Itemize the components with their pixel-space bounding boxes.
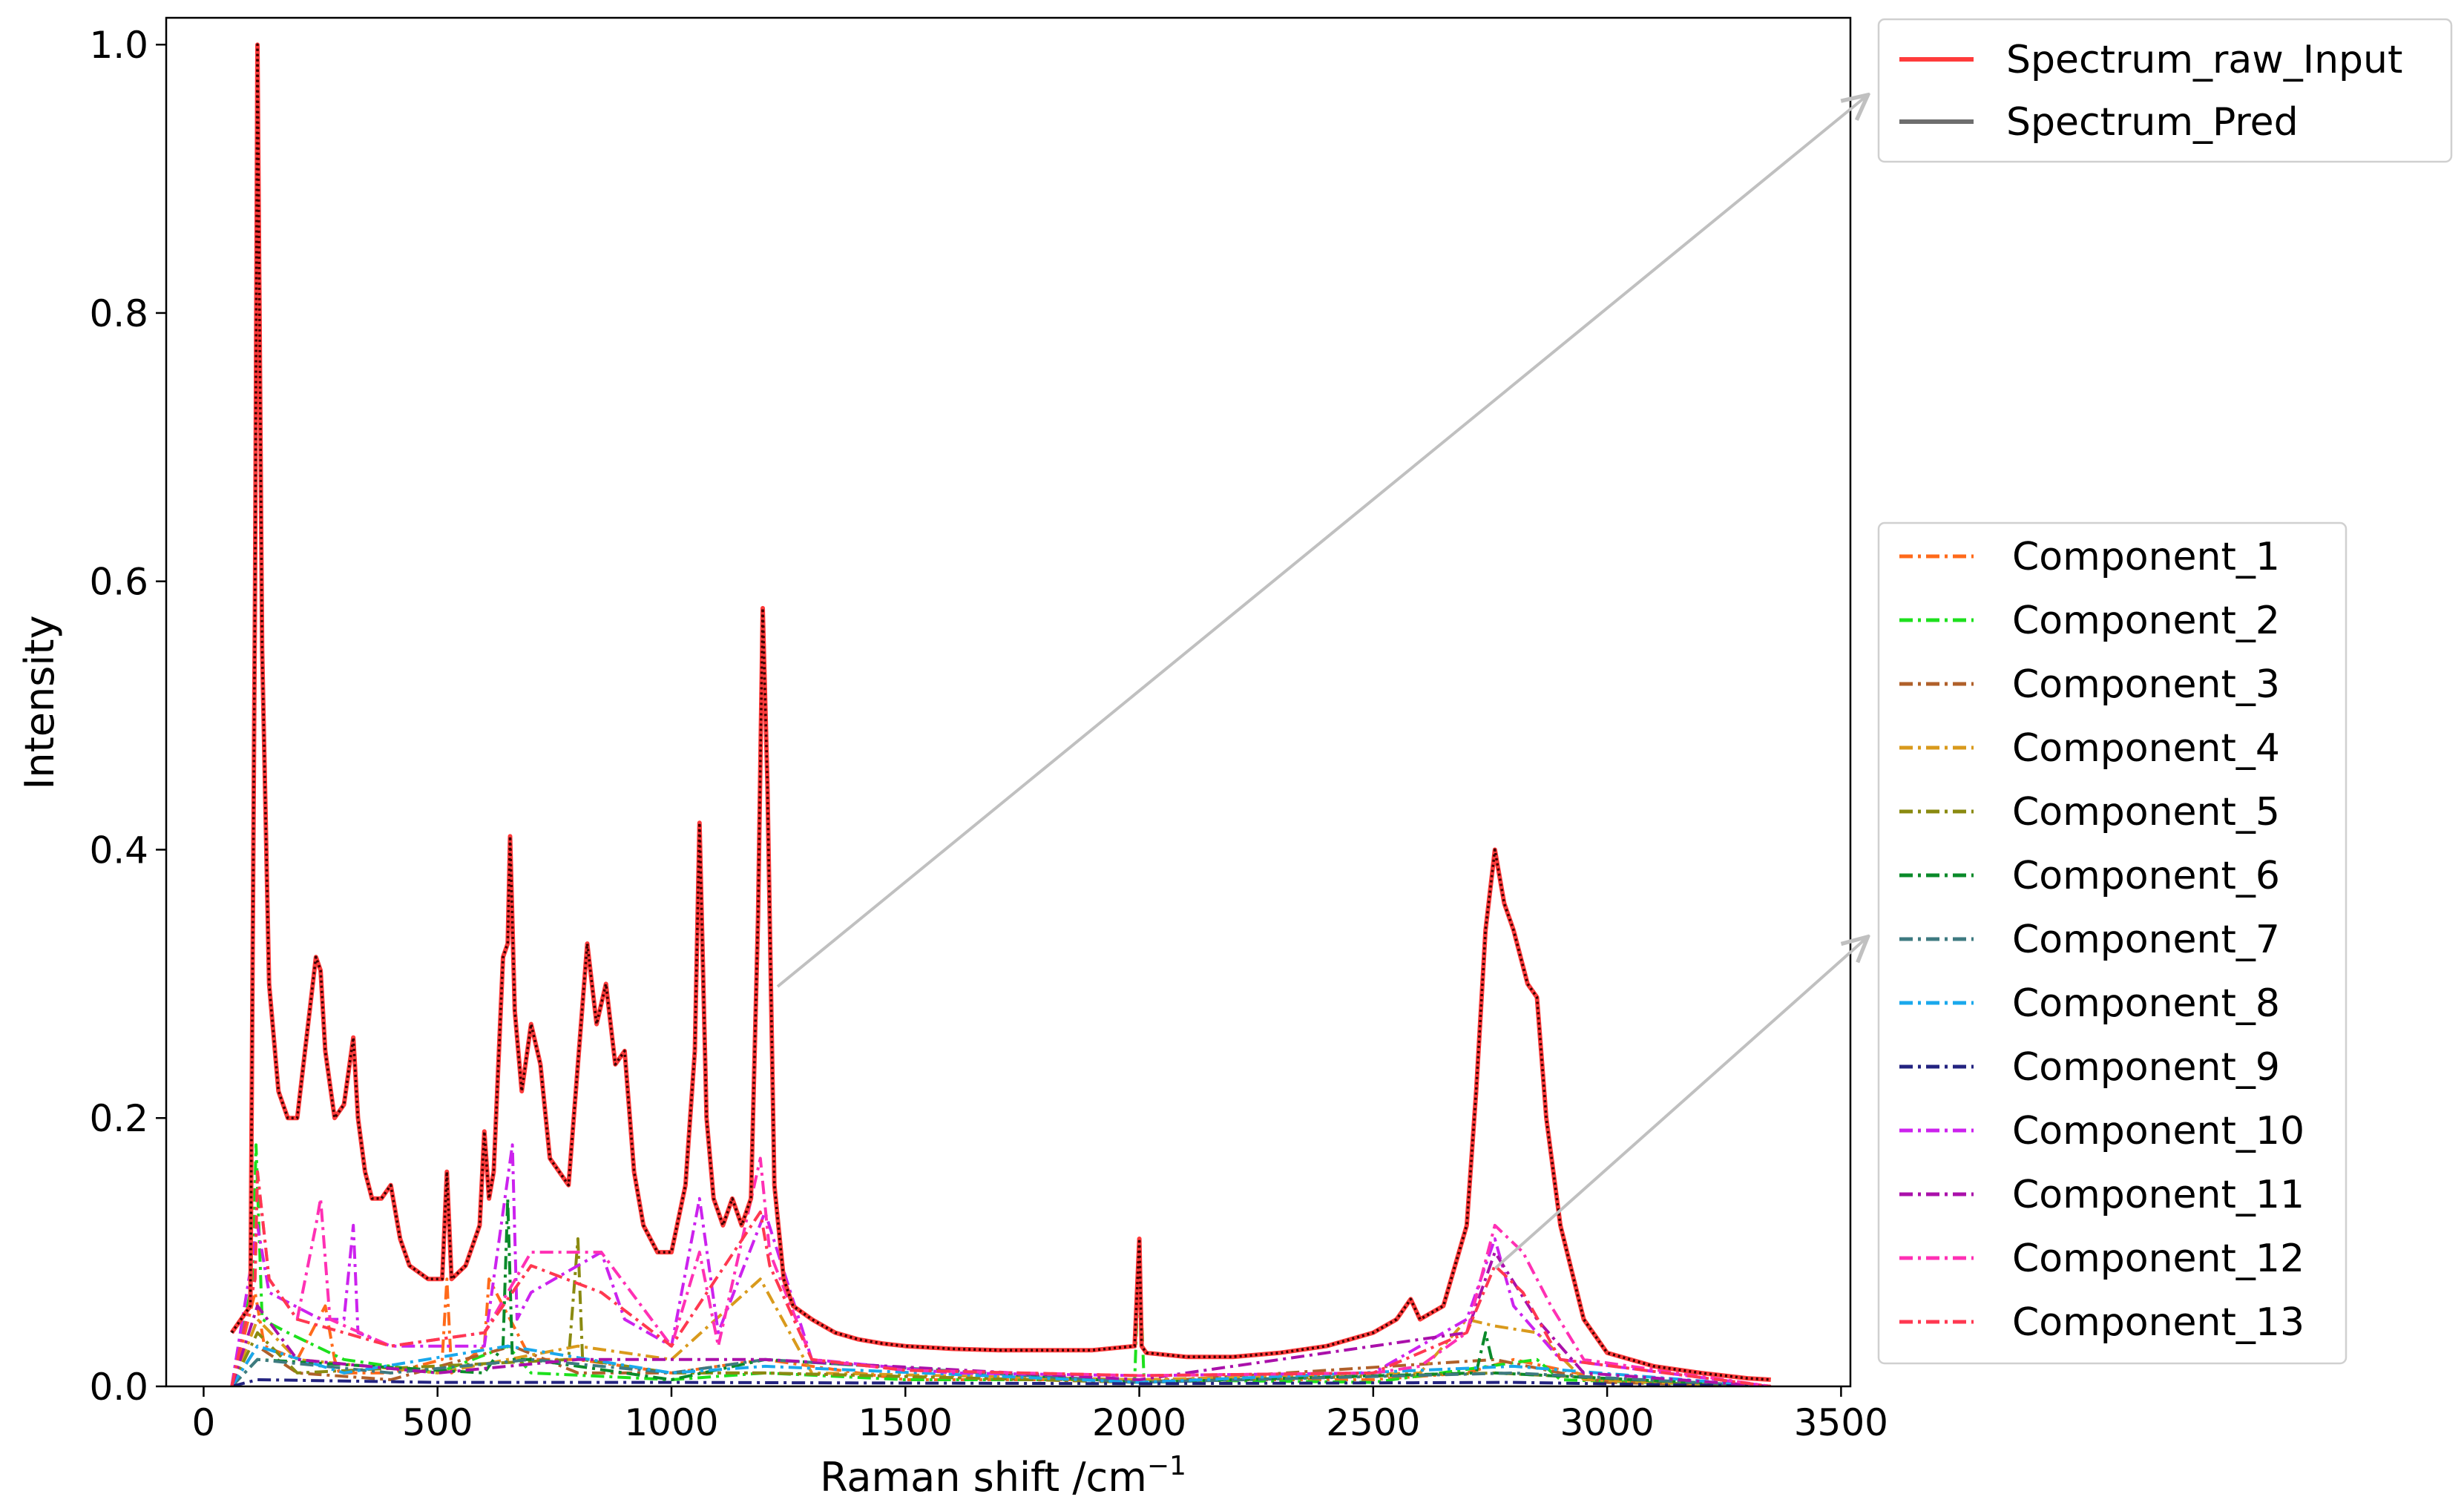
series-spectrum-pred [230, 43, 1771, 1381]
legend-label: Component_6 [2012, 854, 2280, 898]
legend-label: Component_7 [2012, 918, 2280, 962]
series-layer [229, 42, 1772, 1386]
y-tick-label: 0.2 [89, 1097, 148, 1140]
y-axis: 0.0 0.2 0.4 0.6 0.8 1.0 [89, 24, 166, 1409]
legend-label: Component_12 [2012, 1237, 2304, 1281]
legend-main-frame [1877, 18, 2453, 163]
y-axis-label: Intensity [16, 615, 63, 789]
series-component-8 [230, 1344, 1771, 1386]
legend-components: Component_1 Component_2 Component_3 Compone… [1877, 521, 2348, 1365]
legend-label: Component_13 [2012, 1300, 2304, 1345]
y-tick-label: 0.0 [89, 1366, 148, 1409]
series-component-7 [230, 1357, 1771, 1386]
x-axis-label-text: Raman shift /cm [820, 1454, 1147, 1501]
x-tick-label: 1500 [858, 1401, 953, 1444]
legend-label: Spectrum_raw_Input [2006, 38, 2402, 82]
plot-frame [165, 16, 1852, 1388]
y-tick-label: 0.4 [89, 829, 148, 872]
legend-label: Spectrum_Pred [2006, 100, 2299, 145]
legend-label: Component_11 [2012, 1173, 2304, 1217]
y-tick-label: 1.0 [89, 24, 148, 67]
legend-label: Component_2 [2012, 599, 2280, 643]
legend-main: Spectrum_raw_Input Spectrum_Pred [1877, 18, 2453, 163]
x-tick-label: 3000 [1560, 1401, 1654, 1444]
series-component-3 [230, 1344, 1771, 1386]
legend-label: Component_8 [2012, 981, 2280, 1026]
x-axis: 0 500 1000 1500 2000 2500 3000 3500 [192, 1386, 1888, 1444]
legend-label: Component_4 [2012, 726, 2280, 771]
x-tick-label: 2000 [1092, 1401, 1186, 1444]
series-component-12 [230, 1156, 1772, 1386]
legend-label: Component_3 [2012, 662, 2280, 707]
series-spectrum-raw-input [229, 42, 1771, 1382]
x-tick-label: 0 [192, 1401, 216, 1444]
x-tick-label: 500 [402, 1401, 473, 1444]
series-component-6 [230, 1196, 1771, 1386]
series-component-13 [230, 1170, 1772, 1386]
legend-components-frame [1877, 521, 2348, 1365]
x-tick-label: 2500 [1326, 1401, 1420, 1444]
series-component-1 [230, 1277, 1771, 1386]
y-tick-label: 0.6 [89, 561, 148, 604]
y-tick-label: 0.8 [89, 292, 148, 335]
x-axis-label-superscript: −1 [1147, 1451, 1186, 1481]
x-axis-label: Raman shift /cm−1 [820, 1451, 1186, 1501]
legend-label: Component_9 [2012, 1045, 2280, 1090]
legend-label: Component_1 [2012, 535, 2280, 579]
zoom-arrow-components [1494, 938, 1866, 1270]
zoom-arrow-main [776, 96, 1866, 988]
legend-label: Component_10 [2012, 1109, 2304, 1153]
x-tick-label: 3500 [1794, 1401, 1888, 1444]
x-tick-label: 1000 [624, 1401, 718, 1444]
legend-label: Component_5 [2012, 790, 2280, 834]
series-component-11 [230, 1251, 1771, 1386]
series-component-9 [231, 1378, 1771, 1386]
